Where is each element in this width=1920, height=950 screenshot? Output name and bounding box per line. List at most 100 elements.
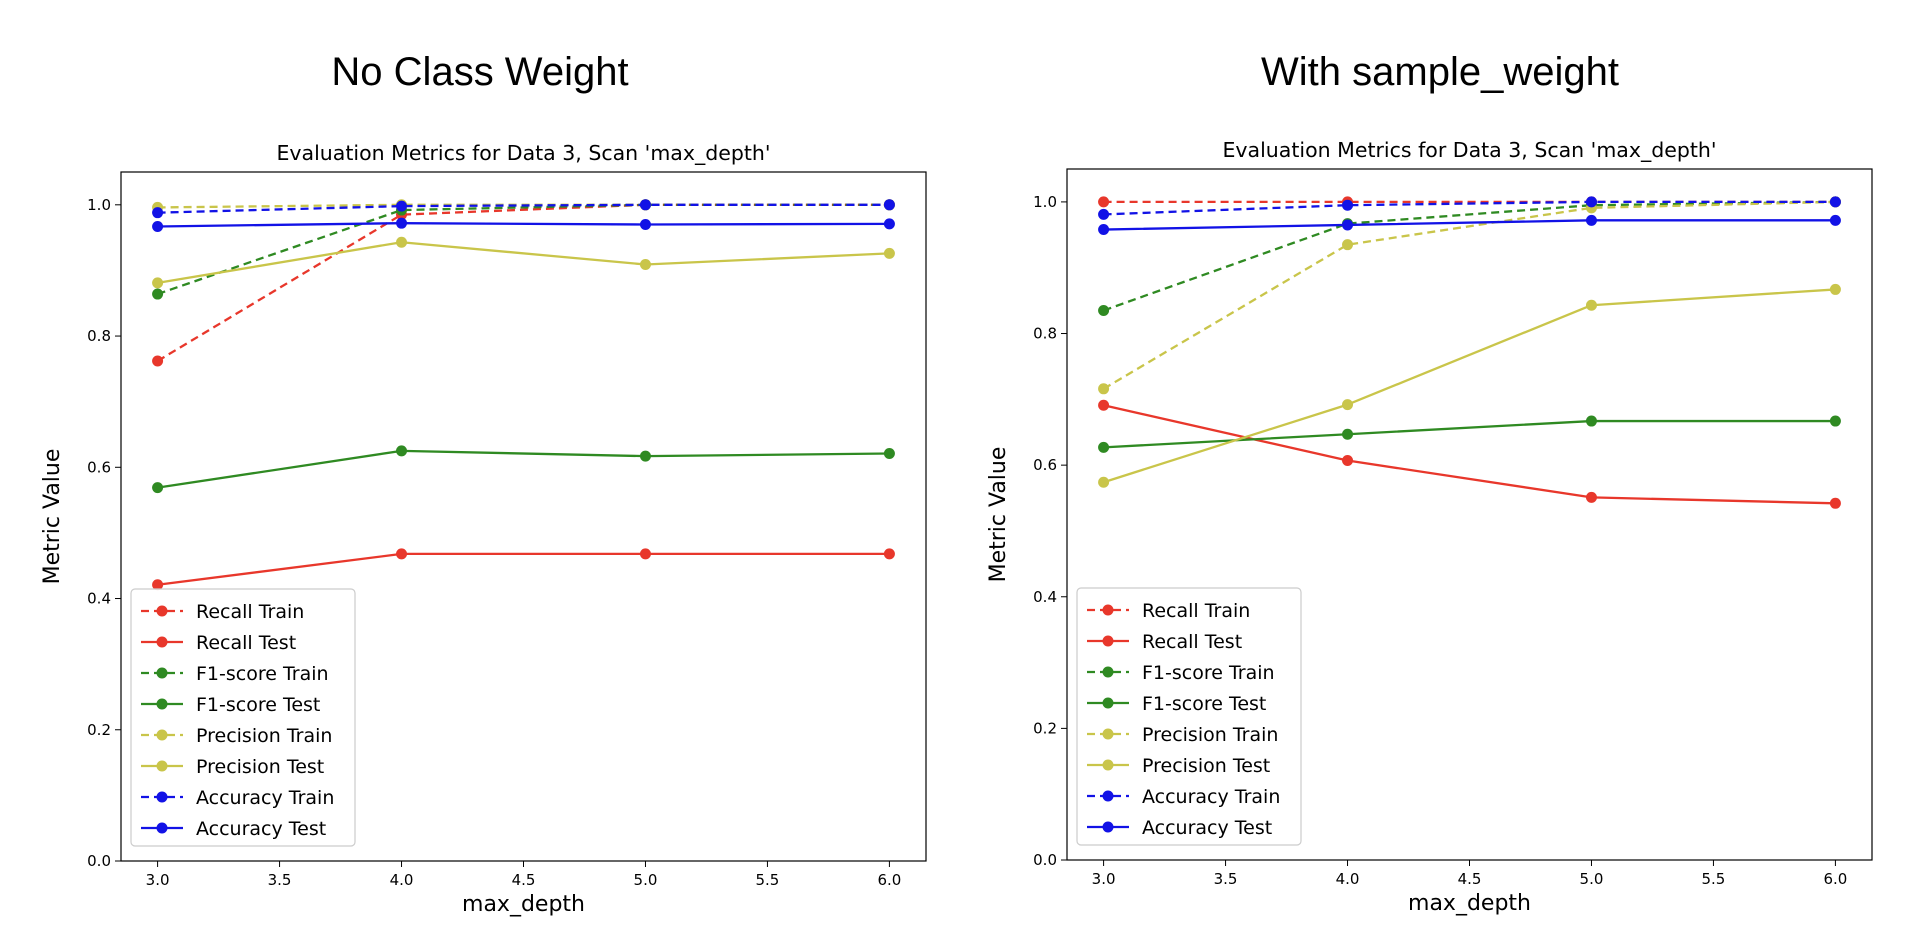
series-line xyxy=(157,552,890,586)
legend-box xyxy=(130,588,356,847)
x-tick-label: 3.5 xyxy=(268,871,292,889)
x-tick-label: 4.0 xyxy=(1336,870,1360,888)
legend-label: Accuracy Test xyxy=(1142,817,1272,839)
legend-item-f1-score-train: F1-score Train xyxy=(141,663,329,685)
series-f1-score-test xyxy=(152,445,895,494)
data-point xyxy=(396,445,408,457)
series-f1-score-test xyxy=(1098,415,1841,453)
chart-title: Evaluation Metrics for Data 3, Scan 'max… xyxy=(1222,138,1716,163)
legend-marker xyxy=(1102,666,1114,678)
data-point xyxy=(883,199,895,211)
series-recall-test xyxy=(1098,399,1841,509)
y-tick-label: 0.4 xyxy=(1033,588,1057,606)
data-point xyxy=(1098,399,1110,411)
data-point xyxy=(1829,415,1841,427)
legend-marker xyxy=(1102,635,1114,647)
data-point xyxy=(883,218,895,230)
legend-label: Precision Test xyxy=(196,756,324,778)
x-tick-label: 4.0 xyxy=(390,871,414,889)
x-tick-label: 5.0 xyxy=(1580,870,1604,888)
legend-label: Accuracy Train xyxy=(1142,786,1280,808)
data-point xyxy=(1342,455,1354,467)
x-tick-label: 6.0 xyxy=(877,871,901,889)
y-tick-label: 1.0 xyxy=(87,196,111,214)
legend-marker xyxy=(1102,697,1114,709)
data-point xyxy=(396,217,408,229)
legend-item-f1-score-test: F1-score Test xyxy=(1087,693,1266,715)
legend-label: F1-score Train xyxy=(1142,662,1275,684)
legend-marker xyxy=(1102,604,1114,616)
data-point xyxy=(1585,415,1597,427)
legend-item-precision-train: Precision Train xyxy=(141,725,332,747)
x-tick-label: 5.0 xyxy=(634,871,658,889)
data-point xyxy=(1829,283,1841,295)
series-line xyxy=(1103,219,1836,231)
series-line xyxy=(156,203,890,362)
data-point xyxy=(152,288,164,300)
data-point xyxy=(883,247,895,259)
y-axis-label: Metric Value xyxy=(986,447,1011,583)
legend-marker xyxy=(156,760,168,772)
series-recall-test xyxy=(152,548,895,591)
x-tick-label: 5.5 xyxy=(1702,870,1726,888)
legend-item-f1-score-train: F1-score Train xyxy=(1087,662,1275,684)
data-point xyxy=(1098,208,1110,220)
series-line xyxy=(157,203,890,296)
series-accuracy-test xyxy=(152,217,895,232)
legend-label: Precision Test xyxy=(1142,755,1270,777)
data-point xyxy=(1098,383,1110,395)
y-tick-label: 0.6 xyxy=(1033,456,1057,474)
legend-label: Recall Test xyxy=(1142,631,1242,653)
legend-item-recall-test: Recall Test xyxy=(141,632,296,654)
chart-title: Evaluation Metrics for Data 3, Scan 'max… xyxy=(276,141,770,166)
legend-label: Recall Train xyxy=(1142,600,1250,622)
legend-label: Precision Train xyxy=(196,725,332,747)
legend-item-accuracy-train: Accuracy Train xyxy=(1087,786,1280,808)
y-tick-label: 0.8 xyxy=(1033,325,1057,343)
data-point xyxy=(152,355,164,367)
legend-label: Accuracy Test xyxy=(196,818,326,840)
series-f1-score-train xyxy=(152,199,895,300)
x-tick-label: 3.5 xyxy=(1214,870,1238,888)
data-point xyxy=(152,207,164,219)
legend-item-f1-score-test: F1-score Test xyxy=(141,694,320,716)
legend-box xyxy=(1076,587,1302,846)
legend-marker xyxy=(1102,821,1114,833)
legend-marker xyxy=(156,822,168,834)
legend-label: Recall Test xyxy=(196,632,296,654)
y-tick-label: 0.0 xyxy=(87,852,111,870)
legend-item-accuracy-test: Accuracy Test xyxy=(1087,817,1272,839)
series-line xyxy=(157,222,890,228)
y-tick-label: 0.4 xyxy=(87,590,111,608)
data-point xyxy=(1829,497,1841,509)
x-axis-label: max_depth xyxy=(1408,891,1531,916)
x-axis-label: max_depth xyxy=(462,892,585,917)
series-line xyxy=(1103,200,1836,216)
data-point xyxy=(639,450,651,462)
y-tick-label: 0.0 xyxy=(1033,851,1057,869)
data-point xyxy=(396,548,408,560)
y-tick-label: 0.8 xyxy=(87,327,111,345)
data-point xyxy=(1098,476,1110,488)
series-f1-score-train xyxy=(1098,196,1841,316)
data-point xyxy=(1585,196,1597,208)
legend-label: Accuracy Train xyxy=(196,787,334,809)
left-panel-heading: No Class Weight xyxy=(331,50,629,94)
legend: Recall Train Recall Test F1-score Train F1-… xyxy=(130,588,356,847)
data-point xyxy=(639,199,651,211)
legend-label: F1-score Train xyxy=(196,663,329,685)
legend-marker xyxy=(156,791,168,803)
right-panel-heading: With sample_weight xyxy=(1261,50,1619,94)
series-line xyxy=(1103,200,1836,390)
data-point xyxy=(152,579,164,591)
data-point xyxy=(396,236,408,248)
y-axis-label: Metric Value xyxy=(40,449,65,585)
x-tick-label: 4.5 xyxy=(512,871,536,889)
y-tick-label: 0.2 xyxy=(87,721,111,739)
data-point xyxy=(1829,196,1841,208)
legend-item-accuracy-test: Accuracy Test xyxy=(141,818,326,840)
legend-item-recall-train: Recall Train xyxy=(1087,600,1250,622)
legend-item-precision-test: Precision Test xyxy=(1087,755,1270,777)
series-accuracy-train xyxy=(152,199,895,219)
data-point xyxy=(1829,214,1841,226)
